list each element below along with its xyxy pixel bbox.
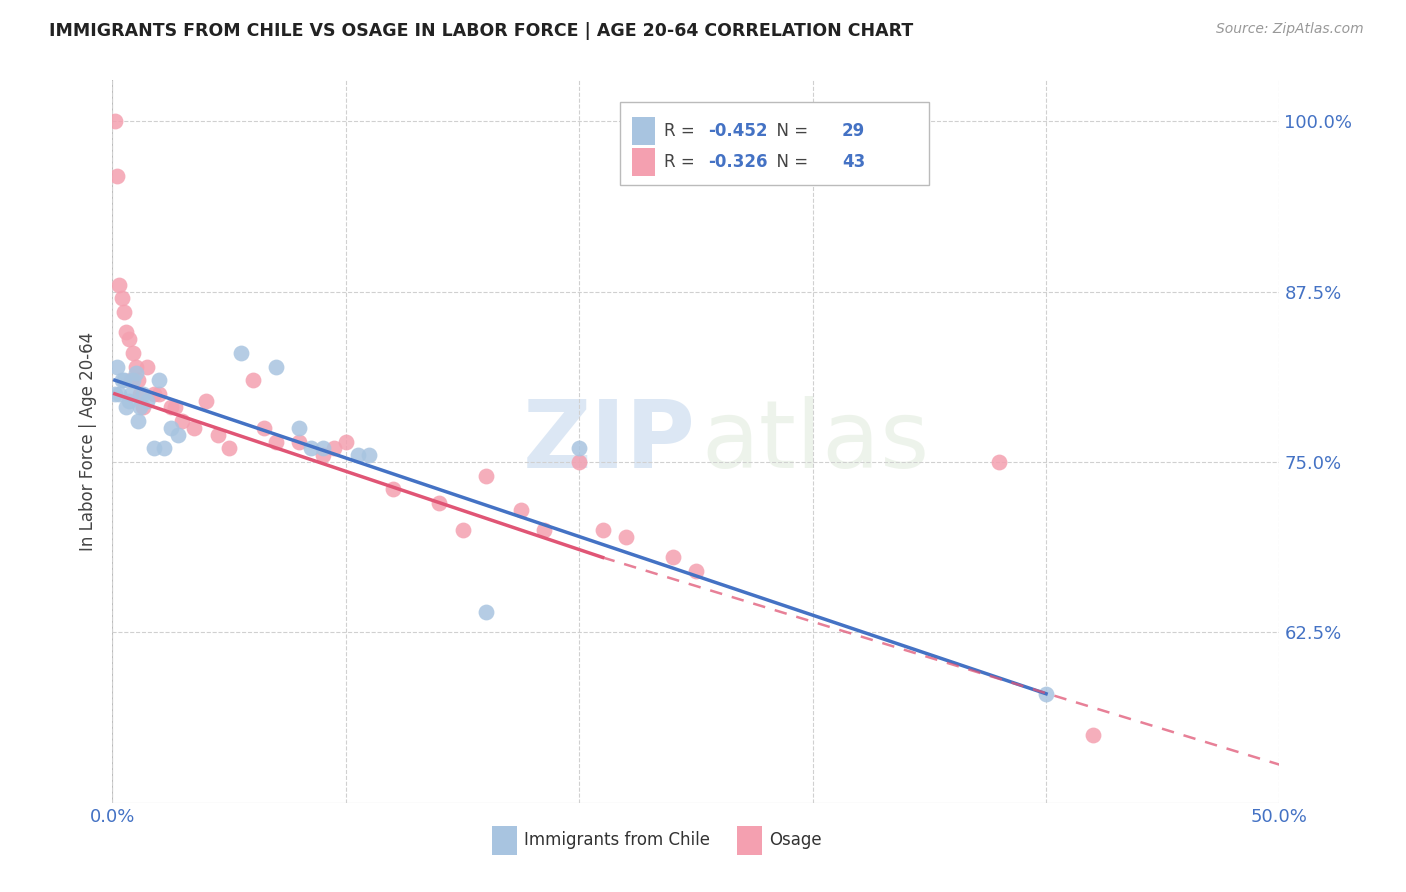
Point — [614, 530, 637, 544]
Point — [112, 373, 135, 387]
Point — [132, 387, 155, 401]
Point — [129, 401, 152, 415]
Point — [122, 346, 145, 360]
Point — [165, 401, 187, 415]
Point — [172, 414, 194, 428]
Point — [120, 387, 142, 401]
Point — [311, 442, 333, 456]
FancyBboxPatch shape — [620, 102, 929, 185]
Point — [105, 169, 128, 183]
Point — [1081, 728, 1104, 742]
Point — [104, 387, 127, 401]
Text: -0.326: -0.326 — [707, 153, 768, 170]
Point — [381, 482, 404, 496]
Point — [242, 373, 264, 387]
Text: Osage: Osage — [769, 831, 823, 849]
Point — [112, 305, 135, 319]
Text: ZIP: ZIP — [523, 395, 696, 488]
Point — [122, 373, 145, 387]
Text: 29: 29 — [842, 122, 865, 140]
Point — [136, 393, 159, 408]
Point — [111, 373, 134, 387]
Point — [111, 292, 134, 306]
Point — [1035, 687, 1057, 701]
Point — [127, 373, 149, 387]
Point — [335, 434, 357, 449]
Text: R =: R = — [665, 122, 700, 140]
Point — [253, 421, 276, 435]
Point — [115, 401, 138, 415]
Point — [143, 387, 166, 401]
Point — [288, 421, 311, 435]
Point — [108, 387, 131, 401]
Point — [288, 434, 311, 449]
Text: Source: ZipAtlas.com: Source: ZipAtlas.com — [1216, 22, 1364, 37]
Point — [183, 421, 205, 435]
Text: atlas: atlas — [702, 395, 929, 488]
Text: R =: R = — [665, 153, 700, 170]
Point — [160, 421, 183, 435]
Point — [153, 442, 176, 456]
FancyBboxPatch shape — [737, 826, 762, 855]
Point — [125, 359, 148, 374]
Point — [132, 401, 155, 415]
Text: N =: N = — [766, 122, 813, 140]
Point — [118, 393, 141, 408]
Point — [160, 401, 183, 415]
Point — [451, 523, 474, 537]
Text: 43: 43 — [842, 153, 865, 170]
Point — [118, 332, 141, 346]
FancyBboxPatch shape — [631, 118, 655, 145]
Point — [509, 502, 531, 516]
Y-axis label: In Labor Force | Age 20-64: In Labor Force | Age 20-64 — [79, 332, 97, 551]
Point — [359, 448, 381, 462]
Point — [129, 387, 152, 401]
Text: IMMIGRANTS FROM CHILE VS OSAGE IN LABOR FORCE | AGE 20-64 CORRELATION CHART: IMMIGRANTS FROM CHILE VS OSAGE IN LABOR … — [49, 22, 914, 40]
Point — [311, 448, 333, 462]
Point — [148, 373, 170, 387]
Point — [166, 427, 188, 442]
Point — [120, 373, 142, 387]
Point — [264, 434, 287, 449]
Point — [207, 427, 229, 442]
Point — [568, 455, 591, 469]
Point — [475, 468, 498, 483]
Point — [148, 387, 170, 401]
Point — [299, 442, 322, 456]
Point — [685, 564, 707, 578]
Text: -0.452: -0.452 — [707, 122, 768, 140]
Point — [592, 523, 614, 537]
Point — [346, 448, 368, 462]
Point — [125, 367, 148, 381]
FancyBboxPatch shape — [631, 148, 655, 176]
Text: N =: N = — [766, 153, 813, 170]
Text: Immigrants from Chile: Immigrants from Chile — [524, 831, 710, 849]
Point — [475, 605, 498, 619]
Point — [104, 114, 127, 128]
Point — [194, 393, 217, 408]
Point — [143, 442, 166, 456]
Point — [105, 359, 128, 374]
Point — [323, 442, 346, 456]
Point — [988, 455, 1011, 469]
Point — [427, 496, 450, 510]
Point — [661, 550, 683, 565]
Point — [136, 359, 159, 374]
Point — [264, 359, 287, 374]
Point — [533, 523, 555, 537]
Point — [229, 346, 252, 360]
Point — [108, 277, 131, 292]
Point — [127, 414, 149, 428]
Point — [218, 442, 240, 456]
Point — [115, 326, 138, 340]
Point — [568, 442, 591, 456]
FancyBboxPatch shape — [492, 826, 517, 855]
